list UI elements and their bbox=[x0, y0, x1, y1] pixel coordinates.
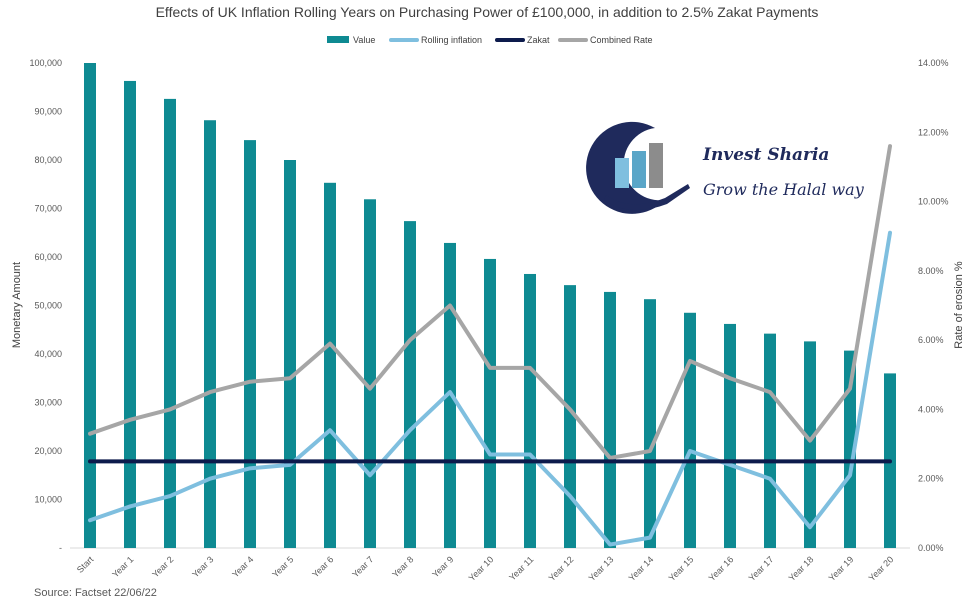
bar-value bbox=[604, 291, 616, 548]
bar-value bbox=[764, 333, 776, 548]
bar-value bbox=[564, 285, 576, 548]
bar-value bbox=[724, 323, 736, 548]
x-tick-label: Year 15 bbox=[667, 554, 696, 583]
bar-value bbox=[84, 63, 96, 548]
y2-tick-label: 2.00% bbox=[918, 474, 944, 484]
y2-tick-label: 14.00% bbox=[918, 58, 949, 68]
y-tick-label: 80,000 bbox=[34, 155, 62, 165]
x-tick-label: Year 3 bbox=[190, 554, 215, 579]
y-tick-label: 60,000 bbox=[34, 252, 62, 262]
y-tick-label: - bbox=[59, 543, 62, 553]
logo-emblem-icon bbox=[586, 121, 690, 214]
bar-value bbox=[204, 120, 216, 548]
x-tick-label: Year 5 bbox=[270, 554, 295, 579]
bar-value bbox=[484, 258, 496, 548]
bar-value bbox=[644, 299, 656, 548]
y2-tick-label: 0.00% bbox=[918, 543, 944, 553]
bar-series bbox=[84, 63, 896, 549]
bar-value bbox=[684, 312, 696, 548]
bar-value bbox=[364, 199, 376, 548]
x-tick-label: Year 17 bbox=[747, 554, 776, 583]
y2-tick-label: 10.00% bbox=[918, 197, 949, 207]
x-tick-label: Year 6 bbox=[310, 554, 335, 579]
invest-sharia-logo: Invest Sharia Grow the Halal way bbox=[586, 121, 865, 214]
y2-tick-label: 6.00% bbox=[918, 335, 944, 345]
legend-swatch-value bbox=[327, 36, 349, 43]
y-tick-label: 20,000 bbox=[34, 446, 62, 456]
y-tick-label: 50,000 bbox=[34, 301, 62, 311]
bar-value bbox=[124, 80, 136, 548]
bar-value bbox=[324, 182, 336, 549]
x-tick-label: Year 8 bbox=[390, 554, 415, 579]
bar-value bbox=[844, 350, 856, 548]
x-tick-label: Year 12 bbox=[547, 554, 576, 583]
y2-axis-ticks: 0.00% 2.00% 4.00% 6.00% 8.00% 10.00% 12.00% 14.… bbox=[918, 58, 949, 553]
x-tick-label: Year 9 bbox=[430, 554, 455, 579]
y2-tick-label: 12.00% bbox=[918, 127, 949, 137]
x-tick-label: Year 10 bbox=[467, 554, 496, 583]
x-tick-label: Start bbox=[75, 554, 96, 575]
x-tick-label: Year 13 bbox=[587, 554, 616, 583]
y2-tick-label: 4.00% bbox=[918, 404, 944, 414]
legend: Value Rolling inflation Zakat Combined Rate bbox=[327, 35, 653, 45]
bar-value bbox=[244, 140, 256, 549]
x-tick-label: Year 11 bbox=[507, 554, 535, 582]
logo-brand-name: Invest Sharia bbox=[702, 145, 829, 165]
y-axis-ticks: - 10,000 20,000 30,000 40,000 50,000 60,000 70,… bbox=[29, 58, 62, 553]
x-tick-label: Year 20 bbox=[867, 554, 896, 583]
y-tick-label: 10,000 bbox=[34, 495, 62, 505]
legend-label: Zakat bbox=[527, 35, 550, 45]
combined-rate-line bbox=[88, 144, 892, 460]
x-tick-label: Year 14 bbox=[627, 554, 656, 583]
x-tick-label: Year 7 bbox=[350, 554, 375, 579]
y-axis-title: Monetary Amount bbox=[11, 262, 23, 348]
y-tick-label: 100,000 bbox=[29, 58, 62, 68]
x-tick-label: Year 18 bbox=[787, 554, 816, 583]
x-tick-label: Year 2 bbox=[150, 554, 175, 579]
bar-value bbox=[804, 341, 816, 548]
y2-tick-label: 8.00% bbox=[918, 266, 944, 276]
bar-value bbox=[524, 273, 536, 548]
x-axis-ticks: Start Year 1 Year 2 Year 3 Year 4 Year 5 Year … bbox=[75, 554, 896, 583]
bar-value bbox=[164, 98, 176, 548]
x-tick-label: Year 1 bbox=[110, 554, 135, 579]
logo-tagline: Grow the Halal way bbox=[703, 180, 865, 199]
y-tick-label: 40,000 bbox=[34, 349, 62, 359]
x-tick-label: Year 19 bbox=[827, 554, 856, 583]
y-tick-label: 30,000 bbox=[34, 398, 62, 408]
bar-value bbox=[284, 160, 296, 548]
y-tick-label: 90,000 bbox=[34, 107, 62, 117]
bar-value bbox=[404, 221, 416, 549]
legend-label: Combined Rate bbox=[590, 35, 653, 45]
legend-label: Rolling inflation bbox=[421, 35, 482, 45]
rolling-inflation-line bbox=[88, 230, 892, 547]
chart-title: Effects of UK Inflation Rolling Years on… bbox=[156, 4, 819, 20]
source-note: Source: Factset 22/06/22 bbox=[34, 587, 157, 599]
y2-axis-title: Rate of erosion % bbox=[953, 261, 965, 349]
x-tick-label: Year 16 bbox=[707, 554, 736, 583]
y-tick-label: 70,000 bbox=[34, 204, 62, 214]
legend-label: Value bbox=[353, 35, 375, 45]
line-series bbox=[88, 144, 892, 547]
x-tick-label: Year 4 bbox=[230, 554, 255, 579]
